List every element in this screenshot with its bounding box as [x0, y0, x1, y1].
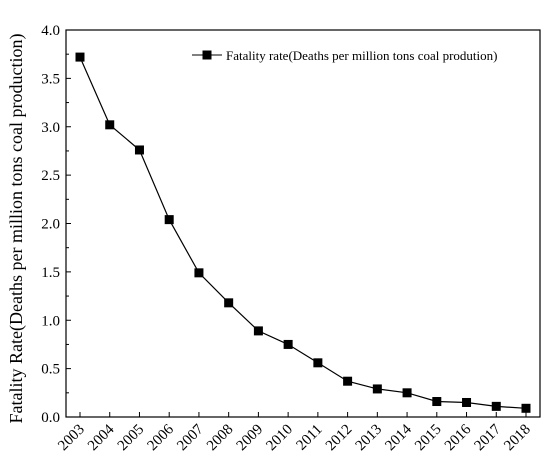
x-tick-label: 2015 [412, 422, 445, 455]
data-point-marker [134, 145, 144, 155]
data-point-marker [224, 298, 234, 308]
data-point-marker [343, 376, 353, 386]
y-tick-label: 3.5 [41, 71, 60, 87]
x-tick-label: 2005 [115, 422, 148, 455]
y-tick-label: 1.0 [41, 313, 60, 329]
x-tick-label: 2009 [234, 422, 267, 455]
x-tick-label: 2008 [204, 422, 237, 455]
data-series [75, 52, 531, 413]
x-tick-label: 2010 [263, 422, 296, 455]
x-tick-label: 2013 [353, 422, 386, 455]
data-point-marker [283, 339, 293, 349]
legend: Fatality rate(Deaths per million tons co… [192, 48, 498, 63]
data-point-marker [105, 120, 115, 130]
data-point-marker [402, 388, 412, 398]
data-point-marker [462, 397, 472, 407]
y-tick-label: 0.0 [41, 410, 60, 426]
y-tick-label: 0.5 [41, 362, 60, 378]
plot-frame [65, 29, 541, 418]
x-tick-label: 2017 [472, 421, 505, 454]
data-point-marker [491, 401, 501, 411]
x-tick-label: 2003 [55, 422, 88, 455]
data-point-marker [194, 268, 204, 278]
x-tick-label: 2007 [174, 421, 207, 454]
legend-label: Fatality rate(Deaths per million tons co… [226, 48, 498, 63]
data-point-marker [521, 403, 531, 413]
y-tick-label: 2.5 [41, 168, 60, 184]
x-tick-label: 2004 [85, 421, 118, 454]
data-point-marker [75, 52, 85, 62]
x-tick-label: 2014 [382, 421, 415, 454]
y-tick-label: 1.5 [41, 265, 60, 281]
data-point-marker [372, 384, 382, 394]
data-point-marker [432, 397, 442, 407]
x-tick-label: 2006 [145, 421, 178, 454]
data-point-marker [313, 358, 323, 368]
x-tick-label: 2011 [294, 422, 326, 454]
legend-marker-swatch [202, 50, 212, 60]
y-tick-label: 2.0 [41, 217, 60, 233]
series-line [79, 56, 527, 409]
y-axis-title: Fatality Rate(Deaths per million tons co… [6, 34, 27, 424]
y-tick-label: 3.0 [41, 120, 60, 136]
x-tick-label: 2016 [442, 421, 475, 454]
plot-axes [65, 29, 541, 418]
data-point-marker [164, 215, 174, 225]
x-tick-label: 2012 [323, 422, 356, 455]
x-tick-label: 2018 [501, 422, 534, 455]
data-point-marker [253, 326, 263, 336]
y-tick-label: 4.0 [41, 23, 60, 39]
x-axis-ticks: 2003200420052006200720082009201020112012… [55, 412, 534, 454]
y-axis-ticks: 0.0 0.5 1.0 1.5 2.0 2.5 3.0 3.5 4.0 [41, 23, 71, 426]
